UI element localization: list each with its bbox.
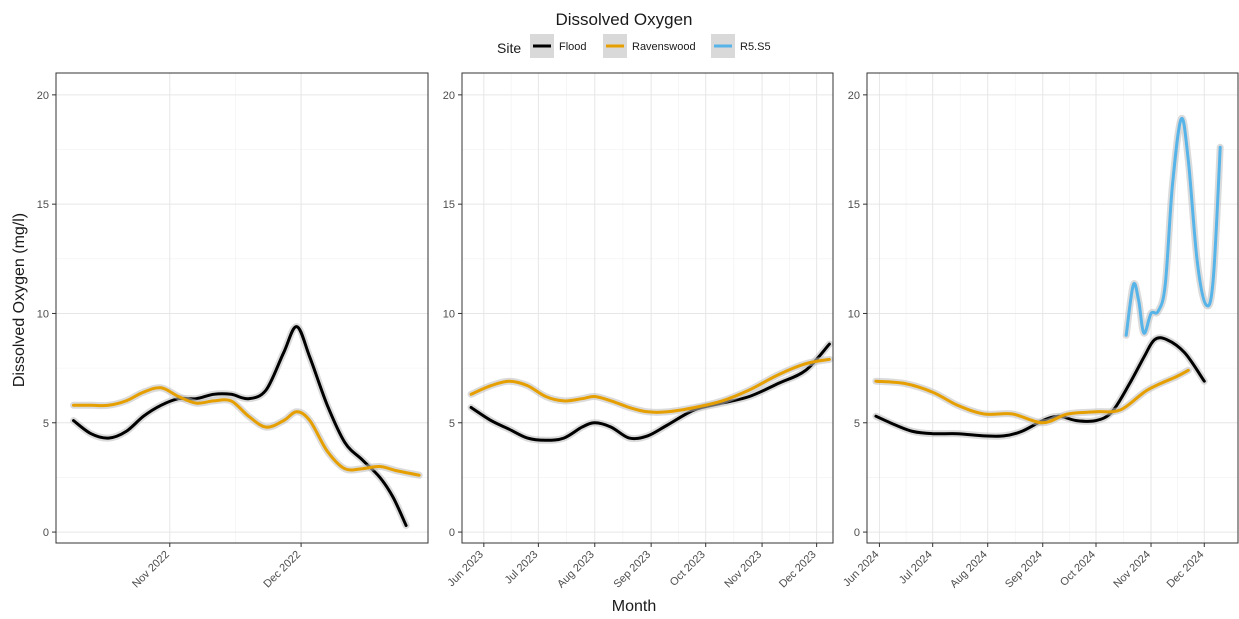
legend-item-flood: Flood	[530, 34, 587, 58]
y-tick-label: 20	[848, 90, 860, 102]
panel-2: 0 5 10 15 20 Jun 2023 Jul 2023 Aug 2023 Sep 2023…	[443, 72, 834, 591]
y-tick-label: 15	[37, 199, 49, 211]
y-tick-label: 20	[443, 90, 455, 102]
panel-background	[867, 73, 1238, 543]
panel-border	[461, 72, 834, 544]
x-axis-title: Month	[612, 598, 656, 615]
legend-label: Ravenswood	[632, 41, 696, 53]
y-tick-label: 0	[449, 527, 455, 539]
panel-border	[866, 72, 1239, 544]
y-tick-label: 10	[443, 308, 455, 320]
series-line-flood	[72, 325, 408, 527]
y-tick-label: 5	[449, 418, 455, 430]
x-tick-label: Sep 2024	[1003, 549, 1045, 591]
x-tick-label: Dec 2022	[261, 549, 303, 591]
y-tick-label: 0	[854, 527, 860, 539]
x-tick-label: Jul 2024	[897, 549, 935, 587]
y-axis-title: Dissolved Oxygen (mg/l)	[11, 213, 28, 387]
y-tick-label: 0	[43, 527, 49, 539]
y-tick-label: 15	[443, 199, 455, 211]
legend: Site Flood Ravenswood R5.S5	[497, 34, 771, 58]
y-tick-label: 15	[848, 199, 860, 211]
x-tick-label: Oct 2023	[668, 549, 708, 589]
x-tick-label: Oct 2024	[1058, 549, 1098, 589]
x-tick-label: Jun 2023	[445, 549, 485, 589]
x-tick-label: Aug 2024	[948, 549, 990, 591]
x-tick-label: Jul 2023	[503, 549, 541, 587]
legend-label: Flood	[559, 41, 587, 53]
panel-3: 0 5 10 15 20 Jun 2024 Jul 2024 Aug 2024 Sep 2024…	[841, 72, 1239, 591]
series-line-ravenswood	[874, 368, 1190, 425]
series-line-flood	[469, 342, 831, 442]
panel-border	[55, 72, 429, 544]
x-tick-label: Nov 2024	[1111, 549, 1153, 591]
panel-1: 0 5 10 15 20 Nov 2022 Dec 2022	[37, 72, 429, 591]
x-tick-label: Dec 2023	[777, 549, 819, 591]
x-tick-label: Aug 2023	[555, 549, 597, 591]
legend-title: Site	[497, 40, 521, 56]
series-line-r5-s5	[1124, 116, 1222, 337]
chart-title: Dissolved Oxygen	[555, 10, 692, 29]
y-tick-label: 10	[848, 308, 860, 320]
x-tick-label: Dec 2024	[1165, 549, 1207, 591]
y-tick-label: 5	[43, 418, 49, 430]
y-tick-label: 10	[37, 308, 49, 320]
x-tick-label: Sep 2023	[611, 549, 653, 591]
series-line-ravenswood	[72, 386, 421, 477]
y-tick-label: 20	[37, 90, 49, 102]
legend-item-r5-s5: R5.S5	[711, 34, 771, 58]
x-tick-label: Nov 2023	[722, 549, 764, 591]
x-tick-label: Jun 2024	[841, 549, 881, 589]
series-line-ravenswood	[469, 357, 831, 414]
x-tick-label: Nov 2022	[130, 549, 172, 591]
y-tick-label: 5	[854, 418, 860, 430]
legend-item-ravenswood: Ravenswood	[603, 34, 696, 58]
legend-label: R5.S5	[740, 41, 771, 53]
panel-background	[462, 73, 833, 543]
